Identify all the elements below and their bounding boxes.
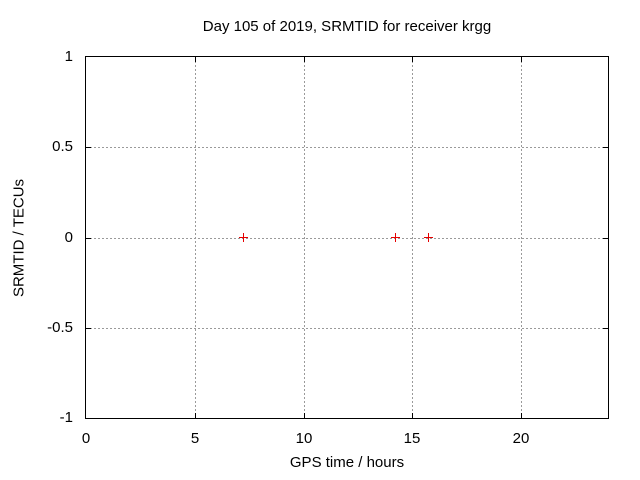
- x-tick-label: 10: [295, 430, 313, 447]
- x-tick-label: 5: [190, 430, 200, 447]
- y-tick-mark-left: [86, 147, 91, 148]
- x-tick-mark-top: [304, 57, 305, 62]
- plot-area: [85, 56, 609, 419]
- y-tick-mark-right: [603, 328, 608, 329]
- gridline-horizontal: [86, 238, 608, 239]
- y-tick-mark-left: [86, 238, 91, 239]
- y-tick-mark-right: [603, 238, 608, 239]
- gridline-vertical: [412, 57, 413, 418]
- gridline-vertical: [521, 57, 522, 418]
- x-tick-mark-top: [195, 57, 196, 62]
- x-tick-mark-top: [521, 57, 522, 62]
- x-tick-mark-bottom: [195, 413, 196, 418]
- x-tick-mark-top: [412, 57, 413, 62]
- x-tick-label: 20: [512, 430, 530, 447]
- x-tick-mark-bottom: [304, 413, 305, 418]
- y-tick-label: 0: [64, 229, 73, 246]
- gridline-vertical: [195, 57, 196, 418]
- x-tick-label: 15: [403, 430, 421, 447]
- x-tick-mark-bottom: [521, 413, 522, 418]
- data-point-marker: [391, 233, 400, 242]
- y-tick-mark-right: [603, 147, 608, 148]
- y-tick-label: -1: [59, 409, 73, 426]
- y-tick-mark-left: [86, 328, 91, 329]
- chart-title: Day 105 of 2019, SRMTID for receiver krg…: [202, 18, 492, 35]
- gridline-horizontal: [86, 147, 608, 148]
- data-point-marker: [424, 233, 433, 242]
- gridline-horizontal: [86, 328, 608, 329]
- x-axis-label: GPS time / hours: [289, 454, 405, 471]
- y-tick-label: -0.5: [47, 319, 73, 336]
- x-tick-label: 0: [81, 430, 91, 447]
- gridline-vertical: [304, 57, 305, 418]
- data-point-marker: [239, 233, 248, 242]
- y-tick-label: 1: [64, 48, 73, 65]
- x-tick-mark-bottom: [412, 413, 413, 418]
- y-tick-label: 0.5: [52, 138, 73, 155]
